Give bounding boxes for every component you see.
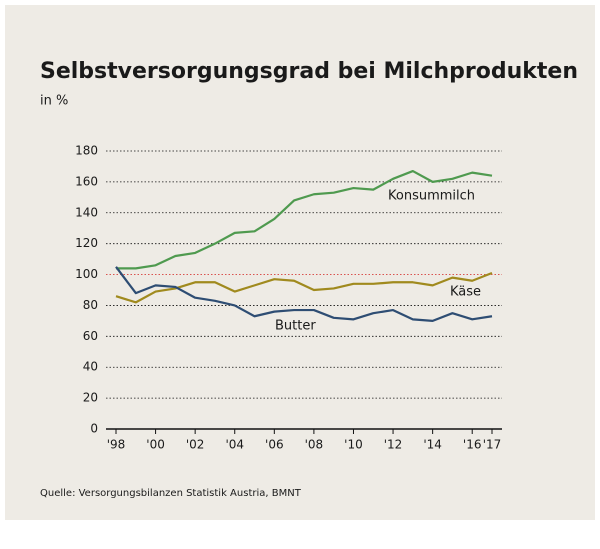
x-tick-label: '12: [384, 438, 403, 452]
x-tick-label: '00: [146, 438, 165, 452]
y-tick-label: 80: [83, 298, 98, 312]
x-tick-label: '08: [305, 438, 324, 452]
chart-title: Selbstversorgungsgrad bei Milchprodukten: [40, 59, 578, 84]
x-tick-label: '17: [483, 438, 502, 452]
y-tick-label: 120: [75, 236, 98, 250]
source: Quelle: Versorgungsbilanzen Statistik Au…: [40, 488, 302, 499]
y-tick-label: 40: [83, 360, 98, 374]
y-tick-label: 100: [75, 267, 98, 281]
x-tick-label: '14: [423, 438, 442, 452]
series-label: Käse: [450, 285, 481, 300]
x-tick-label: '10: [344, 438, 363, 452]
x-tick-label: '98: [107, 438, 126, 452]
series-label: Butter: [275, 319, 316, 334]
y-tick-label: 0: [90, 422, 98, 436]
line: [115, 271, 493, 304]
x-tick-label: '16: [463, 438, 482, 452]
y-tick-label: 140: [75, 205, 98, 219]
line: [116, 169, 493, 270]
y-tick-label: 20: [83, 391, 98, 405]
x-tick-label: '02: [186, 438, 205, 452]
subtitle: in %: [40, 94, 68, 109]
panel: [5, 5, 595, 520]
y-tick-label: 160: [75, 174, 98, 188]
y-tick-label: 180: [75, 144, 98, 158]
line: [115, 266, 493, 322]
x-tick-label: '06: [265, 438, 284, 452]
series-label: Konsummilch: [388, 189, 475, 204]
y-tick-label: 60: [83, 329, 98, 343]
x-tick-label: '04: [225, 438, 244, 452]
